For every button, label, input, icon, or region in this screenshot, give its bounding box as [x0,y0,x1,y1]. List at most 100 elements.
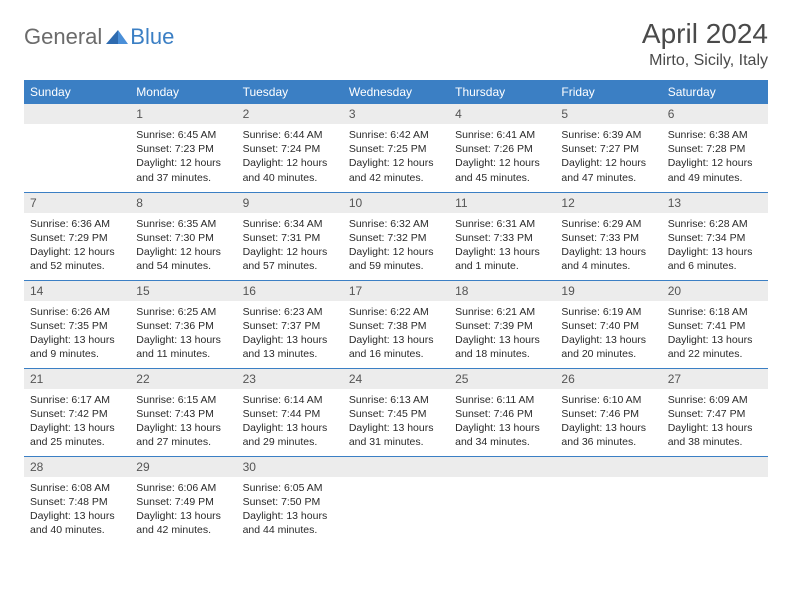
daylight-text-2: and 1 minute. [455,259,549,273]
calendar-header-row: SundayMondayTuesdayWednesdayThursdayFrid… [24,80,768,104]
daylight-text-1: Daylight: 12 hours [243,156,337,170]
calendar-day-cell: 18Sunrise: 6:21 AMSunset: 7:39 PMDayligh… [449,280,555,368]
daylight-text-2: and 49 minutes. [668,171,762,185]
weekday-header: Sunday [24,80,130,104]
logo-text-general: General [24,24,102,50]
daylight-text-2: and 52 minutes. [30,259,124,273]
day-number: 25 [449,369,555,389]
day-number: 28 [24,457,130,477]
sunrise-text: Sunrise: 6:06 AM [136,481,230,495]
sunrise-text: Sunrise: 6:42 AM [349,128,443,142]
sunset-text: Sunset: 7:35 PM [30,319,124,333]
daylight-text-1: Daylight: 13 hours [30,509,124,523]
sunset-text: Sunset: 7:40 PM [561,319,655,333]
sunset-text: Sunset: 7:31 PM [243,231,337,245]
empty-day-head [662,457,768,477]
calendar-day-cell: 30Sunrise: 6:05 AMSunset: 7:50 PMDayligh… [237,456,343,544]
sunrise-text: Sunrise: 6:05 AM [243,481,337,495]
day-details: Sunrise: 6:39 AMSunset: 7:27 PMDaylight:… [555,124,661,189]
daylight-text-2: and 18 minutes. [455,347,549,361]
page-title: April 2024 [642,18,768,50]
sunrise-text: Sunrise: 6:38 AM [668,128,762,142]
day-details: Sunrise: 6:06 AMSunset: 7:49 PMDaylight:… [130,477,236,542]
calendar-day-cell: 29Sunrise: 6:06 AMSunset: 7:49 PMDayligh… [130,456,236,544]
calendar-week-row: 14Sunrise: 6:26 AMSunset: 7:35 PMDayligh… [24,280,768,368]
sunrise-text: Sunrise: 6:39 AM [561,128,655,142]
calendar-day-cell: 28Sunrise: 6:08 AMSunset: 7:48 PMDayligh… [24,456,130,544]
day-details: Sunrise: 6:19 AMSunset: 7:40 PMDaylight:… [555,301,661,366]
day-number: 13 [662,193,768,213]
day-number: 21 [24,369,130,389]
calendar-day-cell: 19Sunrise: 6:19 AMSunset: 7:40 PMDayligh… [555,280,661,368]
day-details: Sunrise: 6:13 AMSunset: 7:45 PMDaylight:… [343,389,449,454]
day-details: Sunrise: 6:15 AMSunset: 7:43 PMDaylight:… [130,389,236,454]
day-details: Sunrise: 6:36 AMSunset: 7:29 PMDaylight:… [24,213,130,278]
day-details: Sunrise: 6:42 AMSunset: 7:25 PMDaylight:… [343,124,449,189]
daylight-text-2: and 27 minutes. [136,435,230,449]
daylight-text-2: and 31 minutes. [349,435,443,449]
day-number: 26 [555,369,661,389]
sunset-text: Sunset: 7:25 PM [349,142,443,156]
daylight-text-1: Daylight: 12 hours [136,156,230,170]
daylight-text-2: and 29 minutes. [243,435,337,449]
daylight-text-1: Daylight: 13 hours [30,421,124,435]
calendar-day-cell: 13Sunrise: 6:28 AMSunset: 7:34 PMDayligh… [662,192,768,280]
calendar-day-cell: 11Sunrise: 6:31 AMSunset: 7:33 PMDayligh… [449,192,555,280]
daylight-text-2: and 54 minutes. [136,259,230,273]
day-number: 16 [237,281,343,301]
sunset-text: Sunset: 7:46 PM [455,407,549,421]
daylight-text-1: Daylight: 13 hours [455,333,549,347]
sunrise-text: Sunrise: 6:34 AM [243,217,337,231]
day-number: 29 [130,457,236,477]
calendar-empty-cell [662,456,768,544]
weekday-header: Wednesday [343,80,449,104]
sunset-text: Sunset: 7:34 PM [668,231,762,245]
daylight-text-1: Daylight: 13 hours [349,333,443,347]
daylight-text-1: Daylight: 12 hours [349,156,443,170]
day-number: 10 [343,193,449,213]
day-details: Sunrise: 6:35 AMSunset: 7:30 PMDaylight:… [130,213,236,278]
calendar-day-cell: 25Sunrise: 6:11 AMSunset: 7:46 PMDayligh… [449,368,555,456]
logo: General Blue [24,24,174,50]
calendar-day-cell: 1Sunrise: 6:45 AMSunset: 7:23 PMDaylight… [130,104,236,192]
calendar-day-cell: 12Sunrise: 6:29 AMSunset: 7:33 PMDayligh… [555,192,661,280]
daylight-text-2: and 16 minutes. [349,347,443,361]
logo-triangle-icon [106,26,128,44]
sunset-text: Sunset: 7:38 PM [349,319,443,333]
calendar-week-row: 7Sunrise: 6:36 AMSunset: 7:29 PMDaylight… [24,192,768,280]
sunset-text: Sunset: 7:49 PM [136,495,230,509]
logo-text-blue: Blue [130,24,174,50]
day-number: 30 [237,457,343,477]
sunset-text: Sunset: 7:45 PM [349,407,443,421]
sunrise-text: Sunrise: 6:18 AM [668,305,762,319]
day-details: Sunrise: 6:44 AMSunset: 7:24 PMDaylight:… [237,124,343,189]
calendar-day-cell: 6Sunrise: 6:38 AMSunset: 7:28 PMDaylight… [662,104,768,192]
empty-day-head [555,457,661,477]
day-details: Sunrise: 6:14 AMSunset: 7:44 PMDaylight:… [237,389,343,454]
calendar-day-cell: 14Sunrise: 6:26 AMSunset: 7:35 PMDayligh… [24,280,130,368]
day-number: 22 [130,369,236,389]
sunset-text: Sunset: 7:24 PM [243,142,337,156]
sunrise-text: Sunrise: 6:22 AM [349,305,443,319]
daylight-text-1: Daylight: 13 hours [561,421,655,435]
calendar-empty-cell [343,456,449,544]
daylight-text-1: Daylight: 13 hours [561,333,655,347]
day-number: 19 [555,281,661,301]
sunrise-text: Sunrise: 6:44 AM [243,128,337,142]
weekday-header: Friday [555,80,661,104]
daylight-text-1: Daylight: 13 hours [30,333,124,347]
sunrise-text: Sunrise: 6:15 AM [136,393,230,407]
sunrise-text: Sunrise: 6:23 AM [243,305,337,319]
daylight-text-2: and 57 minutes. [243,259,337,273]
sunset-text: Sunset: 7:36 PM [136,319,230,333]
day-number: 14 [24,281,130,301]
day-details: Sunrise: 6:11 AMSunset: 7:46 PMDaylight:… [449,389,555,454]
daylight-text-2: and 42 minutes. [136,523,230,537]
calendar-day-cell: 27Sunrise: 6:09 AMSunset: 7:47 PMDayligh… [662,368,768,456]
day-number: 11 [449,193,555,213]
day-number: 17 [343,281,449,301]
day-number: 3 [343,104,449,124]
calendar-day-cell: 16Sunrise: 6:23 AMSunset: 7:37 PMDayligh… [237,280,343,368]
day-number: 8 [130,193,236,213]
sunrise-text: Sunrise: 6:36 AM [30,217,124,231]
